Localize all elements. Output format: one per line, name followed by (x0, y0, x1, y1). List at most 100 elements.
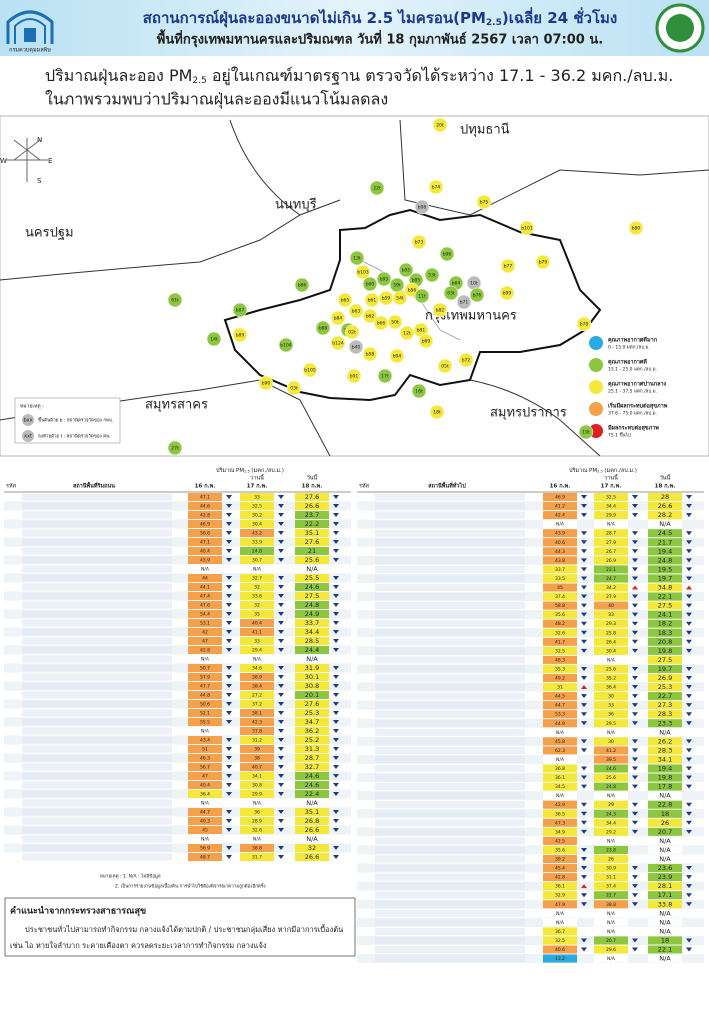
value-cell (594, 637, 628, 646)
trend-arrow (278, 648, 284, 652)
value-cell (295, 646, 329, 654)
station-marker (424, 267, 440, 283)
value-cell (594, 854, 628, 864)
trend-arrow (686, 612, 692, 617)
value-text: 47.7 (200, 684, 210, 690)
value-text: 28.2 (658, 511, 672, 519)
value-cell (543, 909, 577, 918)
value-text: 17.8 (658, 783, 672, 791)
value-text: N/A (659, 837, 671, 845)
value-cell (648, 854, 682, 864)
value-cell (648, 809, 682, 818)
value-cell (188, 682, 222, 690)
value-cell (648, 646, 682, 655)
trend-arrow (686, 757, 692, 762)
value-text: 44.7 (200, 810, 210, 816)
value-cell (543, 511, 577, 520)
row-bg (4, 627, 351, 637)
value-cell (240, 511, 274, 519)
trend-arrow (278, 558, 284, 562)
trend-arrow (581, 829, 587, 834)
value-text: N/A (659, 918, 671, 926)
value-cell (240, 592, 274, 600)
station-marker (344, 324, 360, 340)
note-code: bxx (23, 418, 32, 424)
trend-arrow (632, 694, 638, 699)
value-cell (543, 854, 577, 864)
trend-arrow (686, 893, 692, 898)
value-text: 24.8 (658, 556, 672, 564)
trend-arrow (226, 693, 232, 697)
trend-arrow (278, 576, 284, 580)
legend-label: คุณภาพอากาศดี (608, 359, 647, 366)
trend-arrow (226, 846, 232, 850)
row-bg (357, 863, 704, 873)
station-marker (167, 440, 183, 456)
value-cell (543, 918, 577, 927)
value-cell (543, 927, 577, 936)
value-cell (188, 727, 222, 735)
value-text: 25.6 (606, 666, 616, 672)
value-text: 42 (202, 630, 208, 636)
trend-arrow (632, 829, 638, 834)
station-label: 11t (418, 294, 426, 300)
value-cell (295, 547, 329, 555)
station-header: สถานีพื้นที่ริมถนน (73, 481, 115, 490)
value-text: 27.5 (305, 592, 319, 600)
value-text: 24.1 (658, 611, 672, 619)
value-text: 49.2 (555, 676, 565, 682)
value-cell (594, 664, 628, 673)
trend-arrow (226, 639, 232, 643)
trend-arrow (581, 766, 587, 771)
trend-arrow (278, 540, 284, 544)
name-cell (22, 565, 172, 573)
value-cell (594, 592, 628, 601)
row-bg (357, 573, 704, 583)
header-title: สถานการณ์ฝุ่นละอองขนาดไม่เกิน 2.5 ไมครอน… (143, 7, 618, 28)
value-text: 24.5 (658, 529, 672, 537)
value-text: 26.6 (658, 502, 672, 510)
station-marker (429, 404, 445, 420)
value-cell (543, 746, 577, 755)
value-text: 19.4 (658, 547, 672, 555)
trend-arrow (278, 684, 284, 688)
station-label: 20t (436, 123, 444, 129)
trend-arrow (278, 585, 284, 589)
station-marker (232, 302, 248, 318)
name-cell (375, 846, 525, 854)
value-text: 24.7 (606, 576, 616, 582)
value-cell (295, 502, 329, 510)
row-bg (4, 681, 351, 691)
value-cell (594, 791, 628, 800)
value-cell (594, 529, 628, 538)
value-cell (188, 547, 222, 555)
value-text: 22.8 (658, 801, 672, 809)
value-text: 48.3 (555, 657, 565, 663)
name-cell (375, 837, 525, 845)
station-marker (500, 258, 516, 274)
value-text: 47.9 (555, 902, 565, 908)
name-cell (22, 664, 172, 672)
station-label: 18t (433, 410, 441, 416)
station-label: 53t (428, 273, 436, 279)
value-cell (594, 936, 628, 945)
trend-arrow (632, 947, 638, 952)
title-part: )เฉลี่ย 24 ชั่วโมง (502, 7, 617, 27)
station-label: b69 (422, 339, 431, 345)
name-cell (22, 682, 172, 690)
trend-arrow (333, 549, 339, 553)
name-cell (375, 900, 525, 908)
value-text: N/A (201, 729, 210, 735)
trend-arrow (632, 540, 638, 545)
trend-arrow (278, 549, 284, 553)
value-text: 40.3 (200, 819, 210, 825)
value-text: 31.3 (305, 745, 319, 753)
trend-arrow (278, 747, 284, 751)
value-text: 23.8 (606, 847, 616, 853)
date-header: 18 ก.พ. (302, 483, 323, 490)
station-label: b105 (304, 368, 316, 374)
value-text: 29.6 (606, 947, 616, 953)
station-label: b124 (332, 341, 344, 347)
value-text: N/A (201, 837, 210, 843)
trend-arrow (226, 756, 232, 760)
